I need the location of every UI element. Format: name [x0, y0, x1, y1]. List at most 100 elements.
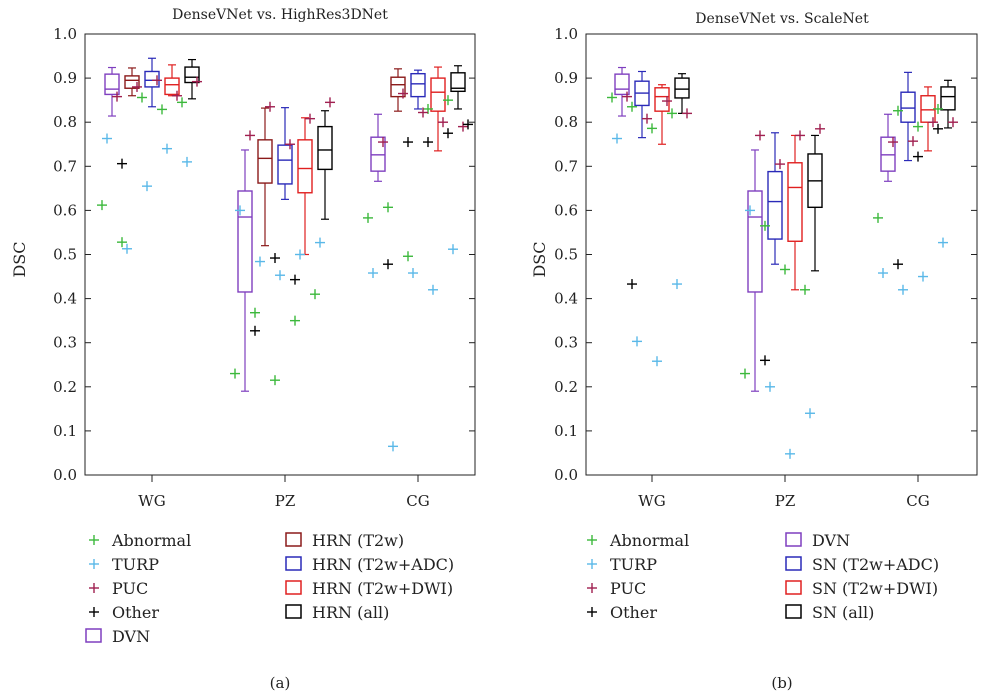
- data-marker: [740, 368, 750, 379]
- y-tick-label: 0.7: [53, 157, 77, 175]
- data-marker: [172, 90, 182, 101]
- marker-series-abnormal: [607, 92, 943, 379]
- y-tick-label: 1.0: [53, 25, 77, 43]
- legend: Abnormal TURP PUC Other DVN SN (T2w+ADC) SN (T…: [587, 531, 939, 622]
- y-tick-label: 0.3: [554, 334, 578, 352]
- data-marker: [363, 212, 373, 223]
- y-axis-label: DSC: [530, 241, 549, 277]
- data-marker: [97, 200, 107, 211]
- box-iqr: [317, 125, 333, 171]
- box-series-0: [614, 66, 896, 392]
- legend-label: Abnormal: [111, 531, 191, 550]
- y-tick-label: 1.0: [554, 25, 578, 43]
- y-tick-label: 0.0: [554, 466, 578, 484]
- legend-swatch: [785, 604, 802, 619]
- data-marker: [378, 137, 388, 148]
- box-plot: [450, 65, 466, 110]
- data-marker: [275, 270, 285, 281]
- box-plot: [614, 66, 630, 117]
- data-marker: [117, 237, 127, 248]
- plot-frame: [84, 33, 476, 476]
- chart-title: DenseVNet vs. HighRes3DNet: [172, 7, 388, 23]
- data-marker: [152, 75, 162, 86]
- legend-swatch: [85, 628, 102, 643]
- legend-label: PUC: [112, 579, 148, 598]
- box-iqr: [184, 66, 200, 84]
- panel-label: (b): [771, 674, 792, 692]
- box-plot: [674, 73, 690, 114]
- data-marker: [888, 137, 898, 148]
- box-plot: [430, 66, 446, 152]
- box-series-4: [184, 58, 466, 220]
- box-iqr: [430, 77, 446, 112]
- x-tick-label: WG: [138, 492, 165, 510]
- data-marker: [137, 92, 147, 103]
- data-marker: [177, 97, 187, 108]
- data-marker: [117, 158, 127, 169]
- legend-label: Other: [610, 603, 657, 622]
- data-marker: [938, 237, 948, 248]
- marker-series-puc: [622, 91, 958, 170]
- legend-swatch: [785, 556, 802, 571]
- legend-swatch: [785, 580, 802, 595]
- data-marker: [310, 289, 320, 300]
- y-tick-label: 0.5: [53, 246, 77, 264]
- marker-series-turp: [102, 133, 458, 452]
- box-plot: [807, 134, 823, 272]
- data-marker: [423, 137, 433, 148]
- legend-label: DVN: [812, 531, 850, 550]
- x-tick-label: PZ: [275, 492, 296, 510]
- data-marker: [162, 143, 172, 154]
- data-marker: [463, 119, 473, 130]
- marker-series-other: [627, 123, 943, 366]
- legend-swatch: [285, 604, 302, 619]
- y-tick-label: 0.1: [554, 422, 578, 440]
- legend-label: Abnormal: [609, 531, 689, 550]
- box-iqr: [940, 86, 956, 111]
- data-marker: [805, 408, 815, 419]
- data-marker: [230, 368, 240, 379]
- data-marker: [383, 259, 393, 270]
- data-marker: [438, 117, 448, 128]
- legend-label: SN (T2w+DWI): [812, 579, 938, 598]
- legend-label: DVN: [112, 627, 150, 646]
- box-iqr: [450, 72, 466, 93]
- data-marker: [642, 113, 652, 124]
- data-marker: [898, 284, 908, 295]
- box-series-1: [634, 70, 916, 265]
- data-marker: [948, 117, 958, 128]
- box-iqr: [767, 170, 783, 240]
- box-plot: [257, 107, 273, 247]
- data-marker: [132, 81, 142, 92]
- chart-panel-b: DenseVNet vs. ScaleNet 0.0 0.1 0.2 0.3 0.4 0.5…: [530, 11, 978, 692]
- box-iqr: [237, 190, 253, 293]
- data-marker: [893, 259, 903, 270]
- box-plot: [410, 69, 426, 110]
- data-marker: [873, 212, 883, 223]
- box-iqr: [144, 70, 160, 88]
- y-tick-label: 0.3: [53, 334, 77, 352]
- data-marker: [418, 107, 428, 118]
- y-tick-label: 0.7: [554, 157, 578, 175]
- box-plot: [317, 110, 333, 220]
- box-plot: [277, 107, 293, 200]
- box-iqr: [124, 75, 140, 89]
- data-marker: [878, 268, 888, 279]
- data-marker: [403, 137, 413, 148]
- legend-marker-puc: [89, 583, 99, 593]
- data-marker: [755, 130, 765, 141]
- data-marker: [428, 284, 438, 295]
- data-marker: [913, 121, 923, 132]
- data-marker: [235, 205, 245, 216]
- box-plot: [880, 113, 896, 182]
- legend-marker-other: [587, 607, 597, 617]
- data-marker: [265, 101, 275, 112]
- y-tick-label: 0.9: [554, 69, 578, 87]
- data-marker: [305, 113, 315, 124]
- legend-marker-puc: [587, 583, 597, 593]
- legend-label: HRN (T2w): [312, 531, 404, 550]
- box-series-1: [124, 67, 406, 247]
- data-marker: [192, 76, 202, 87]
- box-iqr: [614, 73, 630, 96]
